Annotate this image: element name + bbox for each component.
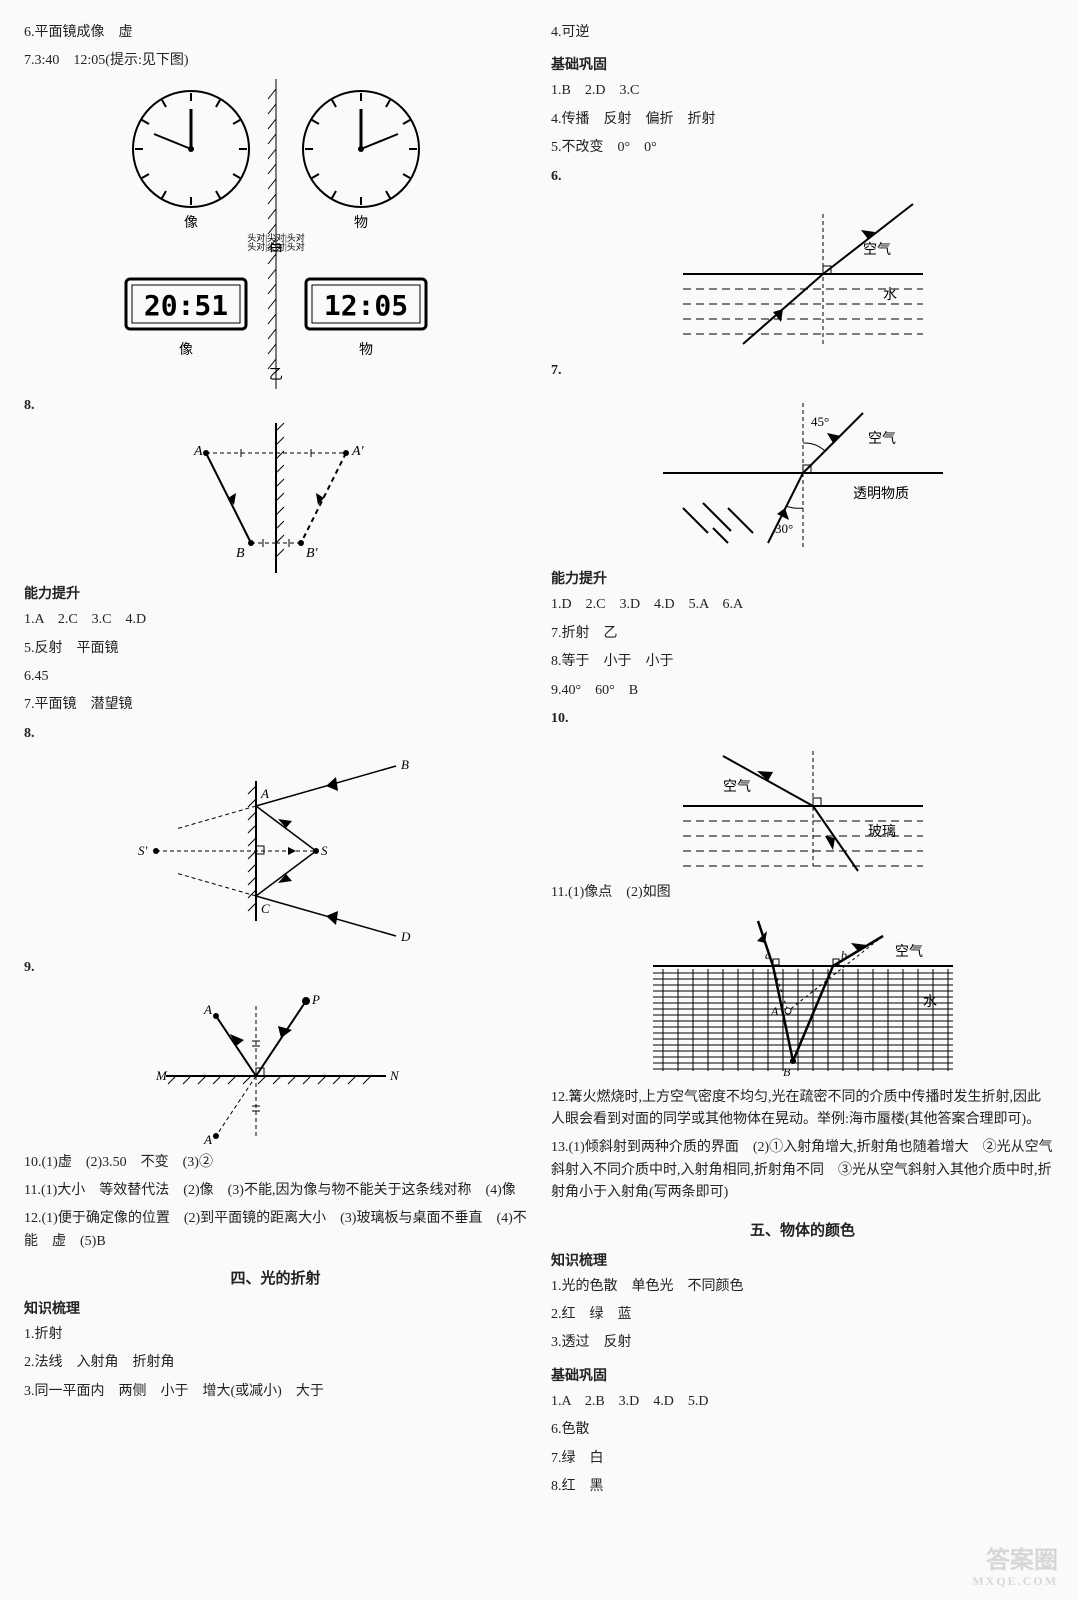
figure-r6: 空气 水	[663, 194, 943, 354]
text-line: 5.不改变 0° 0°	[551, 137, 1054, 159]
svg-text:A: A	[260, 786, 269, 801]
text-line: 6.平面镜成像 虚	[24, 22, 527, 44]
svg-text:空气: 空气	[723, 779, 751, 795]
figure-clocks: 像 物 甲 头对|尖对|头对 头对|尖对|头对 20:51 12:05 像 物 …	[96, 79, 456, 389]
svg-text:a: a	[765, 948, 771, 962]
page: 6.平面镜成像 虚 7.3:40 12:05(提示:见下图)	[0, 0, 1078, 1520]
text-line: 1.A 2.B 3.D 4.D 5.D	[551, 1391, 1054, 1413]
left-column: 6.平面镜成像 虚 7.3:40 12:05(提示:见下图)	[24, 16, 527, 1504]
text-line: 9.40° 60° B	[551, 680, 1054, 702]
section-heading: 四、光的折射	[24, 1267, 527, 1288]
svg-text:空气: 空气	[895, 944, 923, 960]
text-line: 11.(1)像点 (2)如图	[551, 882, 1054, 904]
text-line: 1.B 2.D 3.C	[551, 80, 1054, 102]
text-line: 10.	[551, 708, 1054, 730]
text-line: 8.等于 小于 小于	[551, 651, 1054, 673]
heading-basic: 基础巩固	[551, 1365, 1054, 1385]
svg-text:像: 像	[179, 342, 193, 358]
heading-knowledge: 知识梳理	[551, 1250, 1054, 1270]
svg-text:A: A	[193, 444, 203, 459]
svg-text:B: B	[401, 757, 409, 772]
text-line: 2.红 绿 蓝	[551, 1304, 1054, 1326]
svg-text:空气: 空气	[863, 242, 891, 258]
text-line: 6.45	[24, 666, 527, 688]
heading-basic: 基础巩固	[551, 54, 1054, 74]
figure-mirror-ab: A A' B B'	[156, 423, 396, 573]
watermark: 答案圈 MXQE.COM	[972, 1548, 1058, 1588]
figure-r11: a b 空气 水 A B	[643, 911, 963, 1081]
svg-text:45°: 45°	[811, 414, 829, 429]
watermark-sub: MXQE.COM	[972, 1575, 1058, 1588]
svg-text:空气: 空气	[868, 431, 896, 447]
svg-text:C: C	[261, 901, 270, 916]
figure-r7: 45° 空气 透明物质 30°	[653, 388, 953, 558]
digital-right: 12:05	[323, 289, 407, 322]
text-line: 9.	[24, 957, 527, 979]
svg-text:S': S'	[138, 843, 148, 858]
svg-text:乙: 乙	[269, 367, 283, 383]
digital-left: 20:51	[143, 289, 227, 322]
text-line: 6.	[551, 166, 1054, 188]
svg-text:透明物质: 透明物质	[853, 486, 909, 502]
watermark-text: 答案圈	[986, 1548, 1058, 1574]
text-line: 7.折射 乙	[551, 623, 1054, 645]
right-column: 4.可逆 基础巩固 1.B 2.D 3.C 4.传播 反射 偏折 折射 5.不改…	[551, 16, 1054, 1504]
text-line: 7.	[551, 360, 1054, 382]
svg-text:N: N	[389, 1068, 400, 1083]
svg-text:P: P	[311, 992, 320, 1007]
svg-text:A': A'	[351, 444, 365, 459]
heading-ability: 能力提升	[24, 583, 527, 603]
text-line: 4.传播 反射 偏折 折射	[551, 109, 1054, 131]
text-line: 13.(1)倾斜射到两种介质的界面 (2)①入射角增大,折射角也随着增大 ②光从…	[551, 1137, 1054, 1204]
svg-text:D: D	[400, 929, 411, 944]
section-heading: 五、物体的颜色	[551, 1219, 1054, 1240]
text-line: 8.	[24, 723, 527, 745]
svg-text:水: 水	[883, 287, 897, 303]
figure-r10: 空气 玻璃	[663, 736, 943, 876]
text-line: 7.平面镜 潜望镜	[24, 694, 527, 716]
text-line: 2.法线 入射角 折射角	[24, 1352, 527, 1374]
heading-knowledge: 知识梳理	[24, 1298, 527, 1318]
text-line: 8.红 黑	[551, 1476, 1054, 1498]
text-line: 4.可逆	[551, 22, 1054, 44]
text-line: 1.D 2.C 3.D 4.D 5.A 6.A	[551, 594, 1054, 616]
svg-text:头对|尖对|头对: 头对|尖对|头对	[247, 241, 305, 252]
svg-text:A: A	[770, 1004, 779, 1018]
svg-text:B': B'	[306, 546, 319, 561]
text-line: 3.同一平面内 两侧 小于 增大(或减小) 大于	[24, 1381, 527, 1403]
text-line: 12.(1)便于确定像的位置 (2)到平面镜的距离大小 (3)玻璃板与桌面不垂直…	[24, 1208, 527, 1253]
svg-text:B: B	[783, 1065, 791, 1079]
text-line: 1.光的色散 单色光 不同颜色	[551, 1276, 1054, 1298]
svg-text:30°: 30°	[775, 521, 793, 536]
text-line: 8.	[24, 395, 527, 417]
label-image: 像	[184, 215, 198, 231]
text-line: 6.色散	[551, 1419, 1054, 1441]
figure-9: A P M N A'	[146, 986, 406, 1146]
svg-text:S: S	[321, 843, 328, 858]
label-object: 物	[354, 215, 368, 231]
text-line: 3.透过 反射	[551, 1332, 1054, 1354]
heading-ability: 能力提升	[551, 568, 1054, 588]
text-line: 1.折射	[24, 1324, 527, 1346]
text-line: 1.A 2.C 3.C 4.D	[24, 609, 527, 631]
svg-text:玻璃: 玻璃	[868, 823, 896, 840]
svg-text:b: b	[841, 948, 847, 962]
svg-text:A': A'	[203, 1132, 215, 1146]
text-line: 12.篝火燃烧时,上方空气密度不均匀,光在疏密不同的介质中传播时发生折射,因此人…	[551, 1087, 1054, 1132]
text-line: 11.(1)大小 等效替代法 (2)像 (3)不能,因为像与物不能关于这条线对称…	[24, 1180, 527, 1202]
text-line: 7.3:40 12:05(提示:见下图)	[24, 50, 527, 72]
text-line: 10.(1)虚 (2)3.50 不变 (3)②	[24, 1152, 527, 1174]
figure-8: A B S' S C D	[116, 751, 436, 951]
svg-text:水: 水	[923, 994, 937, 1010]
svg-text:物: 物	[359, 342, 373, 358]
text-line: 5.反射 平面镜	[24, 638, 527, 660]
svg-text:B: B	[236, 546, 245, 561]
svg-text:A: A	[203, 1002, 212, 1017]
svg-text:M: M	[155, 1068, 168, 1083]
text-line: 7.绿 白	[551, 1448, 1054, 1470]
